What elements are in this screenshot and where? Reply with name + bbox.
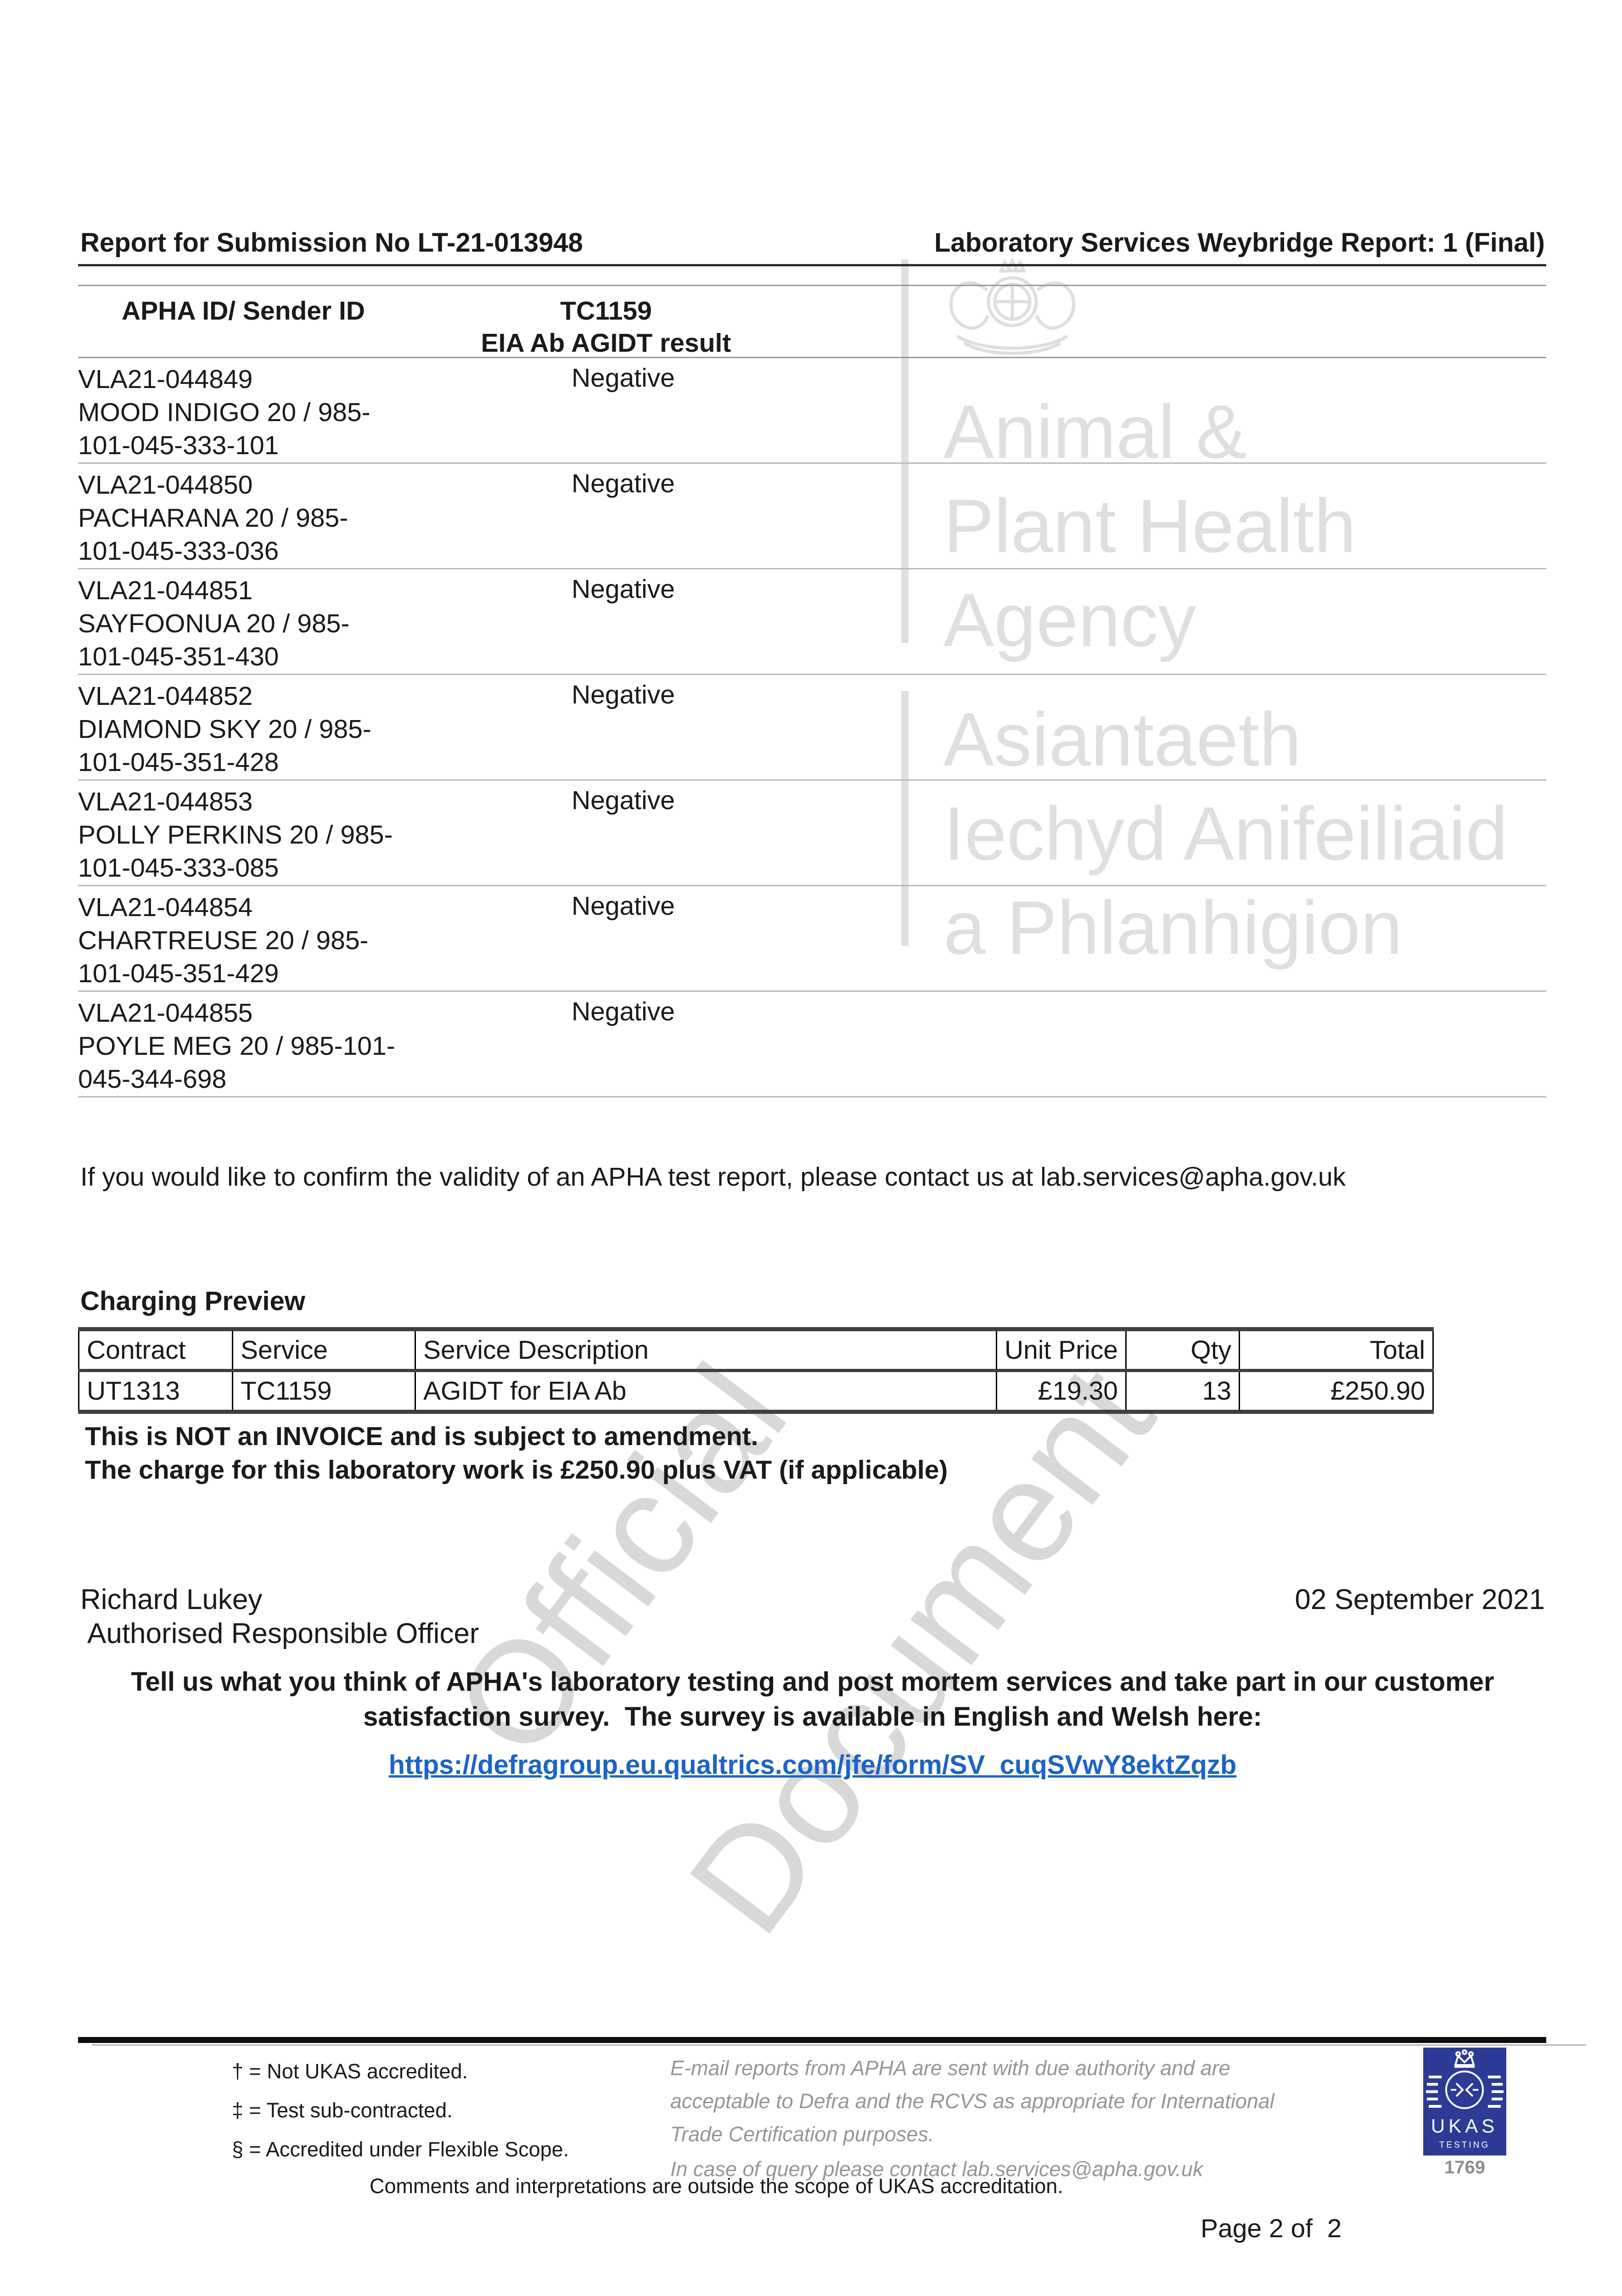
results-table-header: APHA ID/ Sender ID TC1159 EIA Ab AGIDT r… [78,294,1546,358]
invoice-note: This is NOT an INVOICE and is subject to… [85,1422,758,1451]
validity-contact-line: If you would like to confirm the validit… [80,1162,1346,1192]
page-number: Page 2 of 2 [1201,2214,1342,2243]
report-title: Laboratory Services Weybridge Report: 1 … [934,228,1545,258]
table-row: VLA21-044854 CHARTREUSE 20 / 985- 101-04… [78,886,1546,992]
results-table: VLA21-044849 MOOD INDIGO 20 / 985- 101-0… [78,358,1546,1097]
royal-crest-icon [949,257,1076,355]
table-row: VLA21-044855 POYLE MEG 20 / 985-101- 045… [78,992,1546,1097]
sample-id-cell: VLA21-044849 MOOD INDIGO 20 / 985- 101-0… [78,365,370,460]
charging-header-unit-price: Unit Price [996,1329,1127,1372]
col-header-apha-id: APHA ID/ Sender ID [122,296,365,326]
survey-invitation: Tell us what you think of APHA's laborat… [131,1667,1494,1732]
charging-header-service: Service [232,1329,416,1372]
col-header-test: TC1159 EIA Ab AGIDT result [481,296,731,358]
result-cell: Negative [572,574,675,604]
email-authority-note: E-mail reports from APHA are sent with d… [670,2056,1274,2146]
ukas-number: 1769 [1444,2157,1485,2178]
charging-description: AGIDT for EIA Ab [415,1370,997,1412]
sample-id-cell: VLA21-044851 SAYFOONUA 20 / 985- 101-045… [78,576,350,671]
charge-note: The charge for this laboratory work is £… [85,1455,948,1485]
charging-data-row: UT1313 TC1159 AGIDT for EIA Ab £19.30 13… [78,1370,1434,1412]
legend-flexible-scope: § = Accredited under Flexible Scope. [232,2138,569,2161]
table-row: VLA21-044852 DIAMOND SKY 20 / 985- 101-0… [78,675,1546,781]
page-header: Report for Submission No LT-21-013948 La… [80,227,1545,258]
apha-logo-text-cy: Asiantaeth Iechyd Anifeiliaid a Phlanhig… [943,697,1508,970]
survey-link-row: https://defragroup.eu.qualtrics.com/jfe/… [80,1750,1545,1780]
ukas-comments-note: Comments and interpretations are outside… [370,2174,1063,2198]
ukas-testing-emblem-icon: UKAS TESTING [1426,2049,1504,2150]
signature-row: Richard Lukey 02 September 2021 [80,1583,1545,1616]
footer-rule-thin [92,2044,1586,2046]
officer-title: Authorised Responsible Officer [87,1618,479,1649]
charging-preview-heading: Charging Preview [80,1286,305,1316]
charging-contract: UT1313 [78,1370,233,1412]
report-date: 02 September 2021 [1295,1584,1545,1615]
ukas-logo: UKAS TESTING [1423,2048,1506,2155]
charging-header-qty: Qty [1125,1329,1240,1372]
table-row: VLA21-044853 POLLY PERKINS 20 / 985- 101… [78,781,1546,886]
survey-link[interactable]: https://defragroup.eu.qualtrics.com/jfe/… [388,1750,1237,1780]
apha-logo-text-en: Animal & Plant Health Agency [943,389,1356,662]
header-rule [78,264,1546,266]
result-cell: Negative [572,680,675,709]
charging-header-total: Total [1239,1329,1434,1372]
submission-number: Report for Submission No LT-21-013948 [80,228,583,258]
table-top-rule [78,285,1546,286]
result-cell: Negative [572,363,675,393]
query-contact-note: In case of query please contact lab.serv… [670,2157,1203,2181]
charging-total: £250.90 [1239,1370,1434,1412]
charging-table: Contract Service Service Description Uni… [78,1327,1434,1414]
sample-id-cell: VLA21-044853 POLLY PERKINS 20 / 985- 101… [78,787,393,883]
legend-subcontracted: ‡ = Test sub-contracted. [232,2099,453,2122]
charging-service: TC1159 [232,1370,416,1412]
table-header-rule [78,357,1546,358]
legend-not-ukas: † = Not UKAS accredited. [232,2060,468,2083]
table-row: VLA21-044849 MOOD INDIGO 20 / 985- 101-0… [78,358,1546,464]
sample-id-cell: VLA21-044852 DIAMOND SKY 20 / 985- 101-0… [78,681,371,777]
apha-logo-bar-cy [901,691,909,946]
charging-unit-price: £19.30 [996,1370,1127,1412]
charging-header-row: Contract Service Service Description Uni… [78,1329,1434,1372]
table-row: VLA21-044850 PACHARANA 20 / 985- 101-045… [78,464,1546,569]
ukas-name-label: UKAS [1431,2115,1498,2137]
result-cell: Negative [572,469,675,498]
officer-name: Richard Lukey [80,1584,263,1615]
ukas-type-label: TESTING [1439,2140,1490,2150]
result-cell: Negative [572,997,675,1026]
charging-header-description: Service Description [415,1329,997,1372]
charging-qty: 13 [1125,1370,1240,1412]
sample-id-cell: VLA21-044854 CHARTREUSE 20 / 985- 101-04… [78,893,369,988]
footer-rule [78,2037,1546,2043]
result-cell: Negative [572,786,675,815]
table-row: VLA21-044851 SAYFOONUA 20 / 985- 101-045… [78,569,1546,675]
charging-header-contract: Contract [78,1329,233,1372]
sample-id-cell: VLA21-044850 PACHARANA 20 / 985- 101-045… [78,470,348,566]
result-cell: Negative [572,891,675,921]
sample-id-cell: VLA21-044855 POYLE MEG 20 / 985-101- 045… [78,998,395,1094]
apha-logo-bar-en [901,259,909,643]
